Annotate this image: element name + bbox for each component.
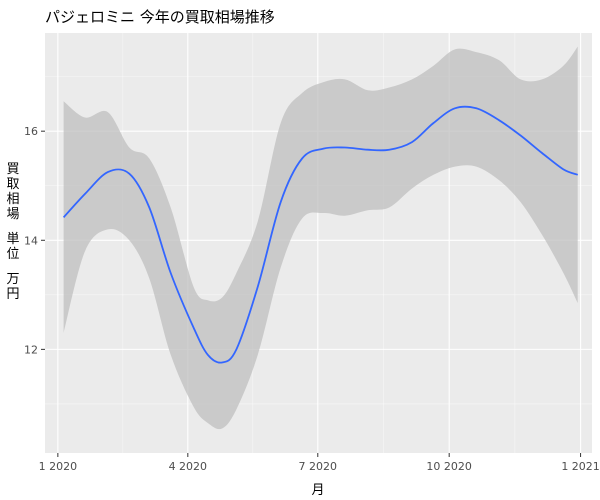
y-axis-title-char: 位	[6, 247, 19, 262]
x-tick-label: 1 2020	[39, 460, 78, 473]
x-tick-label: 1 2021	[561, 460, 600, 473]
y-axis-title-char: 相	[6, 192, 19, 207]
x-axis-title: 月	[311, 483, 324, 498]
confidence-ribbon	[63, 46, 578, 430]
y-axis-ticks: 12 14 16	[24, 125, 45, 356]
y-axis-title-char: 買	[6, 162, 19, 177]
x-tick-label: 10 2020	[426, 460, 472, 473]
y-axis-title-char: 取	[6, 177, 19, 192]
smooth-trend-line	[62, 105, 579, 364]
y-tick-label: 12	[24, 343, 38, 356]
y-axis-title-char: 場	[6, 207, 19, 222]
y-axis-title-char: 円	[6, 287, 19, 302]
y-tick-label: 16	[24, 125, 38, 138]
y-tick-label: 14	[24, 234, 38, 247]
y-axis-title-char: 単	[6, 231, 19, 247]
x-tick-label: 7 2020	[299, 460, 338, 473]
chart-title: パジェロミニ 今年の買取相場推移	[45, 8, 275, 26]
y-axis-title-char: 万	[6, 272, 19, 287]
x-tick-label: 4 2020	[169, 460, 208, 473]
x-axis-ticks: 1 2020 4 2020 7 2020 10 2020 1 2021	[39, 453, 600, 473]
